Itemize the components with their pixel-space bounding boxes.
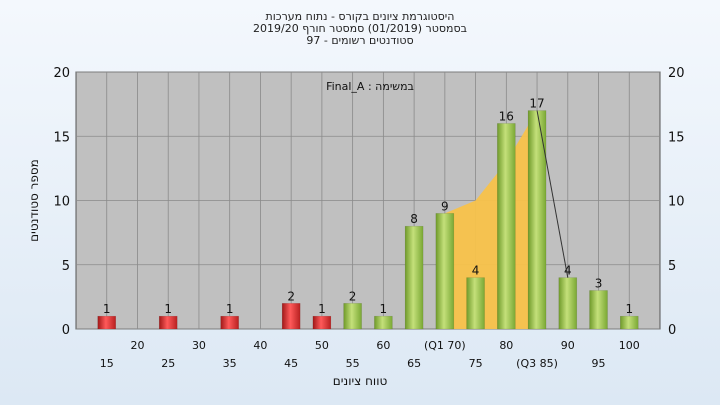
x-tick-label-lower: 55 — [346, 357, 360, 370]
histogram-bar — [435, 213, 455, 330]
bar-value-label: 3 — [595, 276, 603, 290]
x-tick-label-upper: 50 — [315, 339, 329, 352]
chart-annotation: במשימה : Final_A — [326, 80, 414, 93]
histogram-bar — [158, 315, 178, 330]
x-tick-label-lower: 15 — [100, 357, 114, 370]
y-tick-label-right: 15 — [668, 130, 685, 145]
bar-value-label: 16 — [499, 109, 514, 123]
histogram-bar — [374, 315, 393, 330]
y-axis-title: מספר סטודנטים — [27, 159, 41, 242]
x-tick-label-lower: 95 — [592, 357, 606, 370]
histogram-bar — [589, 290, 608, 330]
bar-value-label: 1 — [226, 302, 234, 316]
histogram-bar — [620, 315, 639, 330]
median-line — [536, 110, 569, 278]
bar-value-label: 9 — [441, 199, 449, 213]
bar-value-label: 1 — [318, 302, 326, 316]
bar-value-label: 1 — [625, 302, 633, 316]
bar-value-label: 17 — [529, 97, 544, 111]
y-tick-label-right: 10 — [668, 195, 685, 210]
histogram-bar — [220, 315, 239, 330]
x-tick-label-lower: 75 — [469, 357, 483, 370]
histogram-bar — [558, 277, 578, 330]
y-tick-label-right: 20 — [668, 66, 685, 81]
y-tick-label-left: 10 — [53, 195, 70, 210]
bar-value-label: 2 — [349, 289, 357, 303]
x-tick-label-upper: 80 — [499, 339, 513, 352]
y-tick-label-right: 0 — [668, 323, 676, 338]
y-tick-label-left: 5 — [62, 259, 70, 274]
y-tick-label-left: 0 — [62, 323, 70, 338]
bar-value-label: 1 — [380, 302, 388, 316]
histogram-bar — [312, 315, 332, 330]
x-tick-label-upper: 20 — [130, 339, 144, 352]
x-tick-label-lower: (Q3 85) — [516, 357, 558, 370]
histogram-bar — [97, 315, 116, 330]
y-tick-label-left: 15 — [53, 130, 70, 145]
x-tick-label-upper: (Q1 70) — [424, 339, 466, 352]
bar-value-label: 2 — [287, 289, 295, 303]
bar-value-label: 8 — [410, 212, 418, 226]
x-tick-label-lower: 65 — [407, 357, 421, 370]
histogram-bar — [281, 303, 301, 330]
chart-title-line-3: סטודנטים רשומים - 97 — [306, 34, 414, 47]
histogram-bar — [466, 277, 485, 330]
y-tick-label-right: 5 — [668, 259, 676, 274]
histogram-bar — [404, 225, 424, 330]
x-tick-label-lower: 45 — [284, 357, 298, 370]
x-tick-label-upper: 30 — [192, 339, 206, 352]
x-tick-label-upper: 90 — [561, 339, 575, 352]
bar-value-label: 4 — [472, 264, 480, 278]
x-axis-title: טווח ציונים — [333, 374, 388, 388]
x-tick-label-upper: 100 — [619, 339, 640, 352]
x-tick-label-lower: 25 — [161, 357, 175, 370]
y-tick-label-left: 20 — [53, 66, 70, 81]
bar-value-label: 1 — [103, 302, 111, 316]
x-tick-label-lower: 35 — [223, 357, 237, 370]
bar-value-label: 4 — [564, 264, 572, 278]
x-tick-label-upper: 60 — [376, 339, 390, 352]
chart-title-line-2: בסמסטר (01/2019) סמסטר חורף 2019/20 — [253, 22, 467, 35]
bar-value-label: 1 — [164, 302, 172, 316]
x-tick-label-upper: 40 — [253, 339, 267, 352]
histogram-bar — [497, 123, 516, 330]
chart-title-line-1: היסטוגרמת ציונים בקורס - נתוח מערכות — [265, 10, 455, 23]
histogram-bar — [343, 303, 362, 330]
